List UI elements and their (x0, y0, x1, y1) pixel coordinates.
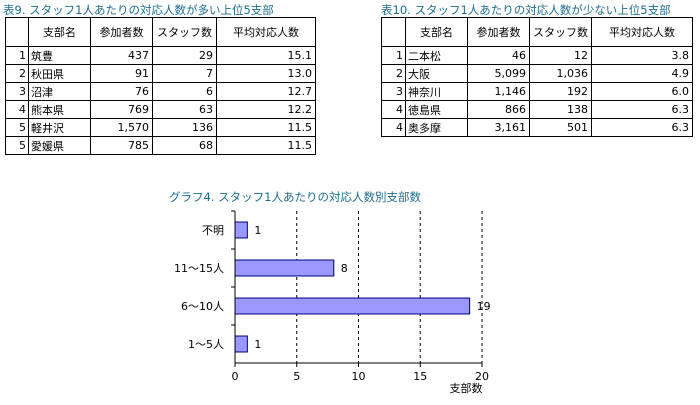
staff-count-cell: 136 (152, 118, 217, 137)
staff-count-cell: 501 (529, 118, 592, 137)
table9-caption: 表9. スタッフ1人あたりの対応人数が多い上位5支部 (3, 3, 274, 17)
participants-cell: 5,099 (467, 64, 530, 83)
branch-name-cell: 筑豊 (28, 46, 91, 65)
participants-cell: 785 (90, 136, 153, 155)
x-tick-label: 10 (352, 370, 366, 383)
column-header: 支部名 (28, 17, 91, 47)
staff-count-cell: 12 (529, 46, 592, 65)
average-cell: 11.5 (216, 118, 316, 137)
participants-cell: 91 (90, 64, 153, 83)
category-label: 1～5人 (188, 338, 224, 351)
branch-name-cell: 徳島県 (405, 100, 468, 119)
branch-name-cell: 二本松 (405, 46, 468, 65)
table-row: 5 愛媛県 785 68 11.5 (5, 136, 316, 155)
category-label: 不明 (202, 224, 224, 237)
table10-caption: 表10. スタッフ1人あたりの対応人数が少ない上位5支部 (381, 3, 671, 17)
table-row: 2 秋田県 91 7 13.0 (5, 64, 316, 83)
data-label: 8 (341, 262, 348, 275)
data-label: 1 (254, 224, 261, 237)
table-row: 4 熊本県 769 63 12.2 (5, 100, 316, 119)
table-row: 4 奥多摩 3,161 501 6.3 (381, 118, 693, 137)
category-label: 11～15人 (174, 262, 224, 275)
participants-cell: 3,161 (467, 118, 530, 137)
participants-cell: 866 (467, 100, 530, 119)
chart-title: グラフ4. スタッフ1人あたりの対応人数別支部数 (169, 190, 421, 204)
x-axis-label: 支部数 (450, 381, 483, 395)
table-header-row: 支部名 参加者数 スタッフ数 平均対応人数 (5, 17, 316, 47)
average-cell: 6.3 (591, 118, 693, 137)
column-header: 参加者数 (467, 17, 530, 47)
table10: 支部名 参加者数 スタッフ数 平均対応人数 1 二本松 46 12 3.8 2 大阪 5,099 1,0… (381, 17, 693, 137)
x-tick-label: 15 (413, 370, 427, 383)
x-tick-label: 5 (293, 370, 300, 383)
average-cell: 11.5 (216, 136, 316, 155)
x-tick-label: 0 (232, 370, 239, 383)
table-row: 3 沼津 76 6 12.7 (5, 82, 316, 101)
staff-count-cell: 68 (152, 136, 217, 155)
data-label: 19 (477, 300, 491, 313)
data-label: 1 (254, 338, 261, 351)
table9: 支部名 参加者数 スタッフ数 平均対応人数 1 筑豊 437 29 15.1 2 秋田県 91 7 13.… (5, 17, 316, 155)
column-header: 平均対応人数 (216, 17, 316, 47)
x-tick-label: 20 (475, 370, 489, 383)
bar (234, 221, 248, 239)
table-row: 2 大阪 5,099 1,036 4.9 (381, 64, 693, 83)
table-header-row: 支部名 参加者数 スタッフ数 平均対応人数 (381, 17, 693, 47)
column-header: スタッフ数 (152, 17, 217, 47)
bar (234, 259, 335, 277)
column-header: 支部名 (405, 17, 468, 47)
average-cell: 12.7 (216, 82, 316, 101)
table-row: 1 二本松 46 12 3.8 (381, 46, 693, 65)
bar (234, 297, 471, 315)
average-cell: 12.2 (216, 100, 316, 119)
branch-name-cell: 愛媛県 (28, 136, 91, 155)
category-label: 6～10人 (181, 300, 224, 313)
bar (234, 335, 248, 353)
branch-name-cell: 奥多摩 (405, 118, 468, 137)
